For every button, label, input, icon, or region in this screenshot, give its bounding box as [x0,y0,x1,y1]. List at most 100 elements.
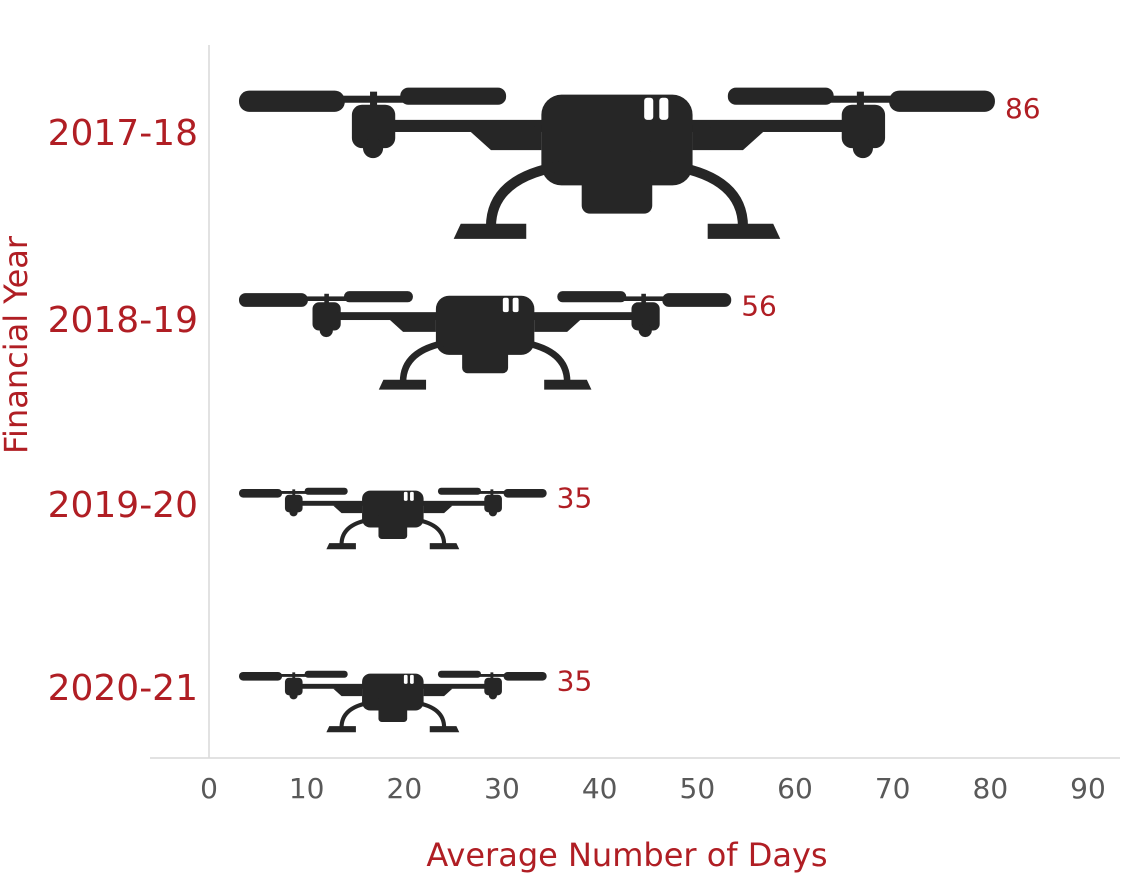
x-tick-label: 10 [289,772,325,805]
drone-part [292,672,296,681]
drone-part [415,700,447,728]
drone-part [462,330,509,374]
drone-part [490,489,494,498]
x-tick-label: 30 [484,772,520,805]
x-tick-label: 70 [875,772,911,805]
drone-bar [239,87,995,239]
drone-part [503,671,547,681]
drone-part [435,295,535,355]
drone-part [856,91,864,112]
drone-part [488,508,498,517]
drone-part [534,316,581,332]
drone-part [423,503,453,514]
drone-part [284,494,303,513]
drone-part [581,148,653,214]
drone-bar [239,291,732,390]
drone-part [312,302,341,331]
value-label: 86 [1005,92,1041,125]
y-axis-title: Financial Year [0,235,35,454]
drone-part [378,379,427,390]
drone-part [521,339,571,382]
drone-part [362,138,384,159]
x-tick-label: 0 [200,772,218,805]
drone-part [423,686,453,697]
drone-part [410,491,414,501]
value-label: 35 [557,482,593,515]
y-tick-label: 2018-19 [48,300,198,341]
drone-part [339,517,370,545]
drone-part [889,90,995,112]
drone-part [453,223,527,239]
drone-part [484,494,502,513]
value-label: 35 [557,665,593,698]
drone-part [304,670,348,678]
drone-part [841,104,886,149]
drone-part [339,700,370,728]
drone-part [351,104,396,149]
y-tick-label: 2019-20 [48,485,198,526]
drone-part [673,161,748,227]
drone-part [344,291,413,303]
drone-part [403,674,408,684]
drone-part [304,487,348,495]
drone-part [631,302,660,331]
drone-part [292,489,296,498]
drone-part [502,297,509,313]
drone-part [707,223,781,239]
drone-part [399,339,449,382]
drone-part [239,293,308,307]
y-tick-label: 2017-18 [48,113,198,154]
x-tick-label: 80 [973,772,1009,805]
drone-part [362,490,424,528]
drone-part [289,508,298,517]
drone-part [512,297,519,313]
y-tick-label: 2020-21 [48,668,198,709]
drone-part [644,97,654,120]
value-label: 56 [741,289,777,322]
drone-part [289,691,298,700]
drone-bar [239,487,547,550]
drone-part [324,293,329,307]
drone-part [415,517,447,545]
drone-part [326,543,356,550]
x-tick-label: 20 [387,772,423,805]
drone-part [641,293,646,307]
drone-part [490,672,494,681]
x-tick-label: 90 [1070,772,1106,805]
drone-part [488,691,498,700]
x-tick-label: 60 [777,772,813,805]
x-tick-label: 40 [582,772,618,805]
drone-part [362,673,424,711]
drone-part [239,488,283,498]
drone-part [437,487,482,495]
drone-part [326,726,356,733]
drone-part [429,543,460,550]
drone-part [662,293,732,307]
drone-part [485,161,561,227]
drone-part [638,323,652,338]
x-axis-title: Average Number of Days [426,836,827,874]
drone-part [378,512,408,539]
drone-part [659,97,669,120]
drone-part [692,125,764,151]
drone-part [727,87,834,105]
drone-part [852,138,873,159]
drone-part [410,674,414,684]
drone-part [503,488,547,498]
drone-part [389,316,436,332]
drone-part [370,91,378,112]
drone-part [400,87,507,105]
drone-part [333,503,363,514]
drone-part [239,90,345,112]
drone-part [239,671,283,681]
drone-part [557,291,627,303]
drone-part [284,677,303,696]
drone-part [484,677,502,696]
drone-part [541,94,693,186]
drone-part [470,125,542,151]
drone-part [378,695,408,722]
drone-bar [239,670,547,733]
drone-part [429,726,460,733]
drone-part [333,686,363,697]
